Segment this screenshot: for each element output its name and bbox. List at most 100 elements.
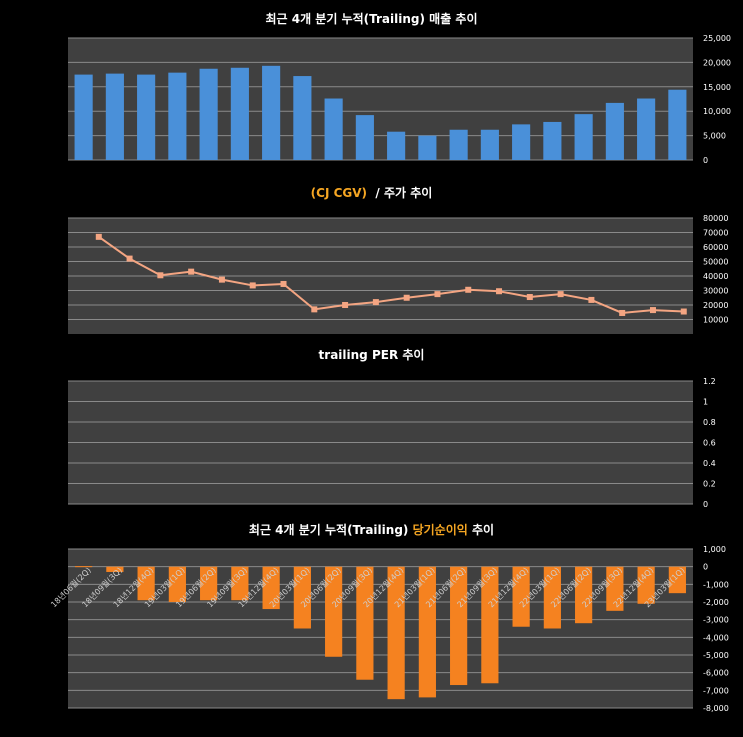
per-ytick-label: 0.4	[703, 459, 716, 468]
price-point	[188, 268, 195, 275]
net-income-bar	[325, 566, 343, 657]
price-ytick-label: 10000	[703, 316, 728, 325]
price-point	[157, 272, 164, 279]
price-point	[311, 306, 318, 313]
net_income-ytick-label: -4,000	[703, 633, 729, 642]
revenue-bar	[168, 72, 187, 160]
price-point	[218, 276, 225, 283]
revenue-ytick-label: 15,000	[703, 83, 731, 92]
revenue-bar	[449, 129, 468, 160]
net-income-bar	[637, 566, 655, 604]
revenue-bar	[480, 129, 499, 160]
net_income-ytick-label: 1,000	[703, 545, 726, 554]
price-point	[434, 291, 441, 298]
net_income-ytick-label: -5,000	[703, 651, 729, 660]
price-chart-company: (CJ CGV)	[310, 186, 368, 200]
price-ytick-label: 20000	[703, 301, 728, 310]
price-ytick-label: 70000	[703, 229, 728, 238]
revenue-bar	[668, 89, 687, 160]
price-ytick-label: 40000	[703, 272, 728, 281]
revenue-bar	[293, 76, 312, 160]
net-income-bar	[387, 566, 405, 700]
net-income-bar	[512, 566, 530, 627]
price-point	[496, 288, 503, 295]
net-income-bar	[75, 566, 93, 568]
revenue-bar	[199, 68, 218, 160]
revenue-bar	[605, 102, 624, 160]
net_income-ytick-label: 0	[703, 563, 708, 572]
per-ytick-label: 0.2	[703, 480, 716, 489]
net-income-bar	[137, 566, 155, 601]
price-chart-title: (CJ CGV) / 주가 추이	[0, 184, 743, 201]
price-point	[649, 307, 656, 314]
revenue-bar	[230, 67, 249, 160]
revenue-bar	[74, 74, 93, 160]
revenue-bar	[262, 65, 281, 160]
price-point	[95, 233, 102, 240]
net-income-bar	[450, 566, 468, 686]
revenue-bar	[355, 115, 374, 160]
per-ytick-label: 0	[703, 500, 708, 509]
net-income-title-prefix: 최근 4개 분기 누적(Trailing)	[248, 523, 409, 537]
net_income-plot-area	[68, 549, 693, 708]
net-income-bar	[293, 566, 311, 629]
price-point	[372, 299, 379, 306]
revenue-bar	[105, 73, 124, 160]
net-income-bar	[106, 566, 124, 572]
net-income-bar	[231, 566, 249, 601]
price-point	[280, 280, 287, 287]
net-income-bar	[168, 566, 186, 602]
net-income-bar	[200, 566, 218, 601]
price-ytick-label: 50000	[703, 258, 728, 267]
revenue-bar	[512, 124, 531, 160]
per-ytick-label: 0.6	[703, 439, 716, 448]
net-income-bar	[543, 566, 561, 629]
price-point	[342, 302, 349, 308]
revenue-bar	[387, 131, 406, 160]
net-income-bar	[481, 566, 499, 684]
revenue-bar	[418, 135, 437, 160]
per-ytick-label: 0.8	[703, 418, 716, 427]
price-point	[526, 294, 533, 301]
net-income-title-suffix: 추이	[471, 523, 495, 537]
net-income-chart-title: 최근 4개 분기 누적(Trailing) 당기순이익 추이	[0, 521, 743, 538]
price-chart-suffix: / 주가 추이	[375, 186, 433, 200]
price-series-line	[98, 236, 684, 314]
revenue-bar	[137, 74, 156, 160]
revenue-bar	[637, 98, 656, 160]
net-income-bar	[418, 566, 436, 698]
revenue-plot-area	[68, 38, 693, 160]
per-chart-title: trailing PER 추이	[318, 348, 425, 362]
price-point	[680, 308, 687, 315]
revenue-ytick-label: 5,000	[703, 132, 726, 141]
revenue-chart-title: 최근 4개 분기 누적(Trailing) 매출 추이	[265, 12, 478, 26]
net_income-ytick-label: -1,000	[703, 580, 729, 589]
revenue-bar	[574, 114, 593, 160]
revenue-bar	[324, 98, 343, 160]
revenue-bar	[543, 121, 562, 160]
revenue-ytick-label: 0	[703, 156, 708, 165]
revenue-ytick-label: 20,000	[703, 58, 731, 67]
price-point	[249, 282, 256, 289]
per-ytick-label: 1.2	[703, 377, 716, 386]
net-income-bar	[356, 566, 374, 680]
price-point	[588, 296, 595, 303]
price-ytick-label: 30000	[703, 287, 728, 296]
net_income-ytick-label: -7,000	[703, 686, 729, 695]
net_income-ytick-label: -3,000	[703, 616, 729, 625]
net-income-bar	[262, 566, 280, 610]
price-point	[557, 291, 564, 298]
net-income-bar	[668, 566, 686, 594]
price-ytick-label: 60000	[703, 243, 728, 252]
net_income-ytick-label: -8,000	[703, 704, 729, 713]
price-point	[465, 286, 472, 293]
revenue-ytick-label: 10,000	[703, 107, 731, 116]
price-point	[403, 294, 410, 301]
net_income-ytick-label: -2,000	[703, 598, 729, 607]
price-ytick-label: 80000	[703, 214, 728, 223]
net-income-bar	[575, 566, 593, 624]
net-income-title-highlight: 당기순이익	[412, 523, 468, 537]
net_income-ytick-label: -6,000	[703, 669, 729, 678]
per-ytick-label: 1	[703, 398, 708, 407]
